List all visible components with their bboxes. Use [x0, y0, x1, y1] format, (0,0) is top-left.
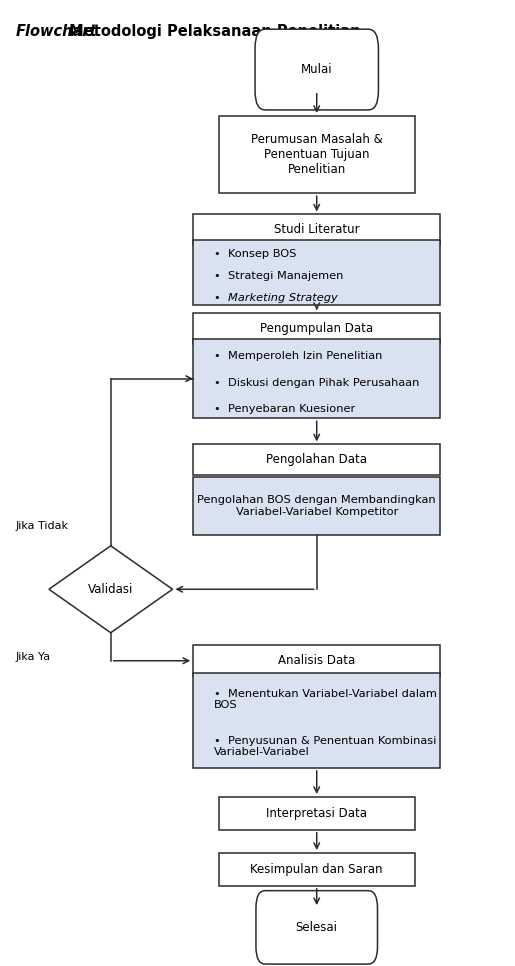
Text: Flowchart: Flowchart [15, 24, 97, 40]
Text: Perumusan Masalah &
Penentuan Tujuan
Penelitian: Perumusan Masalah & Penentuan Tujuan Pen… [251, 133, 383, 176]
FancyBboxPatch shape [193, 477, 440, 535]
Text: •  Strategi Manajemen: • Strategi Manajemen [214, 270, 343, 281]
FancyBboxPatch shape [256, 891, 377, 964]
Text: •  Diskusi dengan Pihak Perusahaan: • Diskusi dengan Pihak Perusahaan [214, 378, 419, 387]
Text: •  Memperoleh Izin Penelitian: • Memperoleh Izin Penelitian [214, 352, 382, 361]
Text: Mulai: Mulai [301, 63, 333, 76]
Text: Pengolahan BOS dengan Membandingkan
Variabel-Variabel Kompetitor: Pengolahan BOS dengan Membandingkan Vari… [197, 496, 436, 517]
FancyBboxPatch shape [193, 444, 440, 475]
FancyBboxPatch shape [193, 214, 440, 245]
Text: Validasi: Validasi [88, 582, 133, 596]
Polygon shape [49, 546, 173, 633]
FancyBboxPatch shape [219, 116, 415, 193]
Text: •  Marketing Strategy: • Marketing Strategy [214, 293, 337, 302]
Text: Metodologi Pelaksanaan Penelitian: Metodologi Pelaksanaan Penelitian [64, 24, 361, 40]
FancyBboxPatch shape [193, 240, 440, 305]
Text: Jika Tidak: Jika Tidak [15, 522, 68, 531]
Text: Selesai: Selesai [296, 921, 338, 934]
Text: •  Penyebaran Kuesioner: • Penyebaran Kuesioner [214, 404, 355, 414]
Text: Jika Ya: Jika Ya [15, 652, 50, 662]
Text: Pengumpulan Data: Pengumpulan Data [260, 322, 373, 335]
Text: Interpretasi Data: Interpretasi Data [266, 807, 367, 820]
FancyBboxPatch shape [219, 797, 415, 830]
FancyBboxPatch shape [219, 853, 415, 886]
Text: Kesimpulan dan Saran: Kesimpulan dan Saran [250, 863, 383, 876]
FancyBboxPatch shape [193, 339, 440, 418]
FancyBboxPatch shape [193, 313, 440, 344]
Text: •  Penyusunan & Penentuan Kombinasi
Variabel-Variabel: • Penyusunan & Penentuan Kombinasi Varia… [214, 736, 436, 757]
Text: •  Menentukan Variabel-Variabel dalam
BOS: • Menentukan Variabel-Variabel dalam BOS [214, 689, 437, 710]
Text: Analisis Data: Analisis Data [278, 654, 355, 668]
FancyBboxPatch shape [255, 29, 379, 110]
FancyBboxPatch shape [193, 645, 440, 676]
FancyBboxPatch shape [193, 673, 440, 768]
Text: Pengolahan Data: Pengolahan Data [266, 453, 367, 467]
Text: •  Konsep BOS: • Konsep BOS [214, 249, 296, 259]
Text: Studi Literatur: Studi Literatur [274, 223, 359, 237]
